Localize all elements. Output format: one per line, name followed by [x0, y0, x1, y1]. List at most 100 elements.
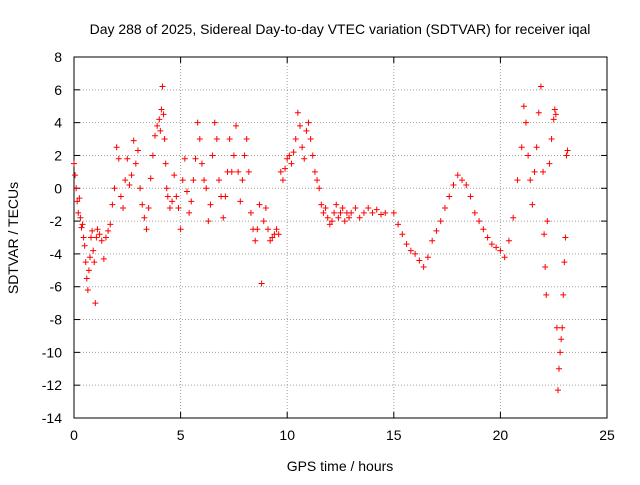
data-point [158, 106, 165, 113]
data-point [181, 155, 188, 162]
data-point [311, 168, 318, 175]
data-point [369, 209, 376, 216]
data-point [288, 160, 295, 167]
data-point [476, 218, 483, 225]
data-point [179, 177, 186, 184]
data-point [348, 209, 355, 216]
data-point [152, 132, 159, 139]
data-point [98, 237, 105, 244]
data-point [137, 185, 144, 192]
data-point [230, 152, 237, 159]
y-tick-label: 6 [54, 82, 62, 98]
data-point [525, 152, 532, 159]
data-point [433, 227, 440, 234]
data-point [533, 144, 540, 151]
data-point [169, 198, 176, 205]
data-point [209, 152, 216, 159]
data-point [258, 280, 265, 287]
data-point [109, 201, 116, 208]
data-point [262, 204, 269, 211]
data-point [294, 109, 301, 116]
data-point [100, 255, 107, 262]
data-point [333, 201, 340, 208]
data-point [222, 193, 229, 200]
data-point [324, 214, 331, 221]
data-point [175, 204, 182, 211]
data-point [454, 172, 461, 179]
data-point [166, 204, 173, 211]
data-point [279, 177, 286, 184]
data-point [403, 241, 410, 248]
data-point [463, 181, 470, 188]
y-tick-label: 2 [54, 147, 62, 163]
data-point [194, 119, 201, 126]
data-point [450, 181, 457, 188]
data-point [228, 168, 235, 175]
data-point [245, 168, 252, 175]
data-point [299, 144, 306, 151]
data-point [556, 365, 563, 372]
data-point [84, 287, 91, 294]
data-point [286, 152, 293, 159]
data-point [493, 244, 500, 251]
data-point [446, 193, 453, 200]
data-point [134, 147, 141, 154]
data-point [91, 259, 98, 266]
data-point [111, 185, 118, 192]
data-point [237, 198, 244, 205]
data-point [282, 165, 289, 172]
data-point [546, 160, 553, 167]
plot-frame [73, 56, 608, 419]
data-point [560, 291, 567, 298]
data-point [540, 168, 547, 175]
data-point [273, 226, 280, 233]
data-point [71, 160, 77, 167]
data-point [83, 275, 90, 282]
data-point [303, 127, 310, 134]
data-point [183, 188, 190, 195]
data-point [557, 349, 564, 356]
x-tick-label: 20 [493, 427, 509, 443]
data-point [154, 122, 161, 129]
data-point [544, 218, 551, 225]
data-point [198, 160, 205, 167]
data-point [352, 204, 359, 211]
data-point [139, 201, 146, 208]
data-point [514, 177, 521, 184]
data-point [72, 172, 79, 179]
data-point [220, 214, 227, 221]
data-point [241, 152, 248, 159]
data-point [76, 195, 83, 202]
data-point [356, 214, 363, 221]
data-point [328, 218, 335, 225]
data-point [164, 193, 171, 200]
data-point [542, 264, 549, 271]
data-point [115, 155, 122, 162]
data-point [141, 214, 148, 221]
data-point [346, 214, 353, 221]
data-point [518, 144, 525, 151]
data-point [326, 221, 333, 228]
data-point [365, 204, 372, 211]
data-point [373, 206, 380, 213]
data-point [548, 136, 555, 143]
data-point [267, 237, 274, 244]
data-point [412, 250, 419, 257]
data-point [527, 177, 534, 184]
data-point [130, 137, 137, 144]
data-point [277, 168, 284, 175]
data-point [531, 168, 538, 175]
x-tick-label: 15 [386, 427, 402, 443]
data-point [301, 155, 308, 162]
data-point [290, 149, 297, 156]
data-point [80, 234, 87, 241]
data-point [390, 209, 397, 216]
data-point [395, 221, 402, 228]
data-point [437, 218, 444, 225]
data-point [102, 234, 109, 241]
data-point [510, 214, 517, 221]
data-point [90, 247, 97, 254]
data-point [171, 172, 178, 179]
data-point [471, 209, 478, 216]
data-point [173, 193, 180, 200]
